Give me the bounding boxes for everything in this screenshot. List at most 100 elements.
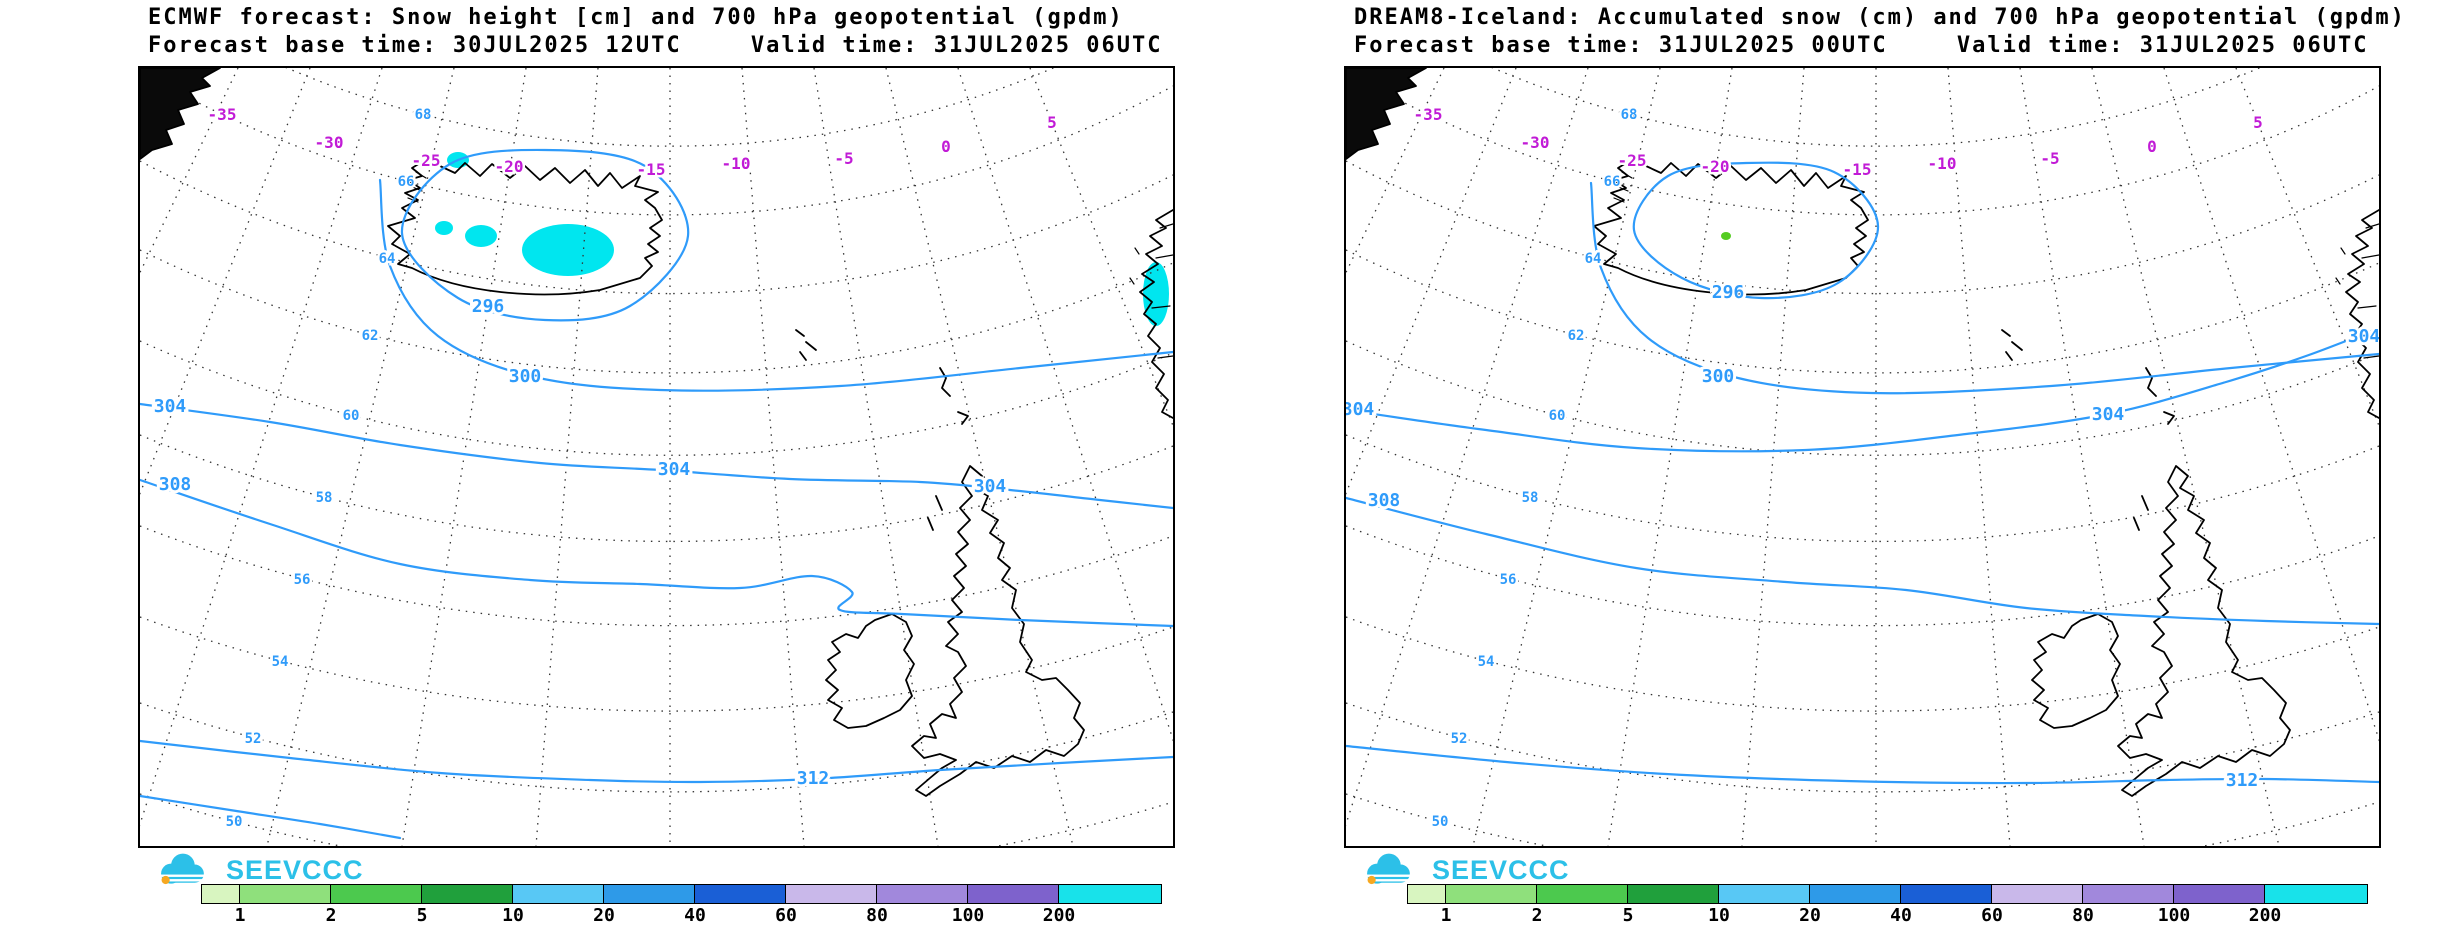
panel-title: ECMWF forecast: Snow height [cm] and 700… <box>148 5 1124 30</box>
map-labels: 296 300 304 304 304 308 312 -35 -30 -25 -20 -15 -10 -… <box>1346 103 2379 833</box>
latitude-label: 64 <box>379 251 396 267</box>
snow-scale: 1 2 5 10 20 40 60 80 100 200 <box>201 884 1162 926</box>
meridian-tick-label: -15 <box>637 160 666 179</box>
map-frame: 296 300 304 304 304 308 312 -35 -30 -25 -20 -15 -10 -… <box>138 66 1175 848</box>
legend-cell <box>2083 885 2174 903</box>
legend-cell <box>877 885 968 903</box>
legend-tick-label: 10 <box>1708 905 1730 926</box>
valid-time: Valid time: 31JUL2025 06UTC <box>750 33 1163 58</box>
geopotential-label-304: 304 <box>2092 404 2125 425</box>
snow-scale-labels: 1 2 5 10 20 40 60 80 100 200 <box>201 905 1162 926</box>
geopotential-label-304: 304 <box>1346 399 1374 420</box>
legend-cell <box>2265 885 2367 903</box>
geopotential-label-312: 312 <box>797 768 830 789</box>
legend-cell <box>240 885 331 903</box>
geopotential-contour-304 <box>140 402 1173 510</box>
meridian-tick-label: -10 <box>1928 154 1957 173</box>
geopotential-label-296: 296 <box>1712 282 1745 303</box>
legend-tick-label: 200 <box>1042 905 1076 926</box>
meridian-tick-label: -35 <box>1414 105 1443 124</box>
latitude-label: 60 <box>343 408 360 424</box>
legend-tick-label: 80 <box>2072 905 2094 926</box>
geopotential-contours <box>1346 161 2379 785</box>
latitude-label: 56 <box>294 572 311 588</box>
geopotential-label-304: 304 <box>974 476 1007 497</box>
latitude-label: 52 <box>245 731 262 747</box>
valid-time: Valid time: 31JUL2025 06UTC <box>1956 33 2369 58</box>
meridian-tick-label: -5 <box>2040 149 2059 168</box>
cloud-icon <box>160 853 206 885</box>
legend-tick-label: 100 <box>2157 905 2191 926</box>
snow-patch <box>1721 232 1731 240</box>
geopotential-contours <box>140 148 1173 840</box>
meridian-tick-label: -10 <box>722 154 751 173</box>
legend-tick-label: 10 <box>502 905 524 926</box>
latitude-label: 50 <box>1432 814 1449 830</box>
snow-patch <box>465 225 497 247</box>
legend-cell <box>422 885 513 903</box>
legend-tick-label: 40 <box>684 905 706 926</box>
weather-map: 296 300 304 304 304 308 312 -35 -30 -25 -20 -15 -10 -… <box>140 68 1173 846</box>
legend-tick-label: 100 <box>951 905 985 926</box>
snow-scale-colorbar <box>1407 884 2368 904</box>
meridian-tick-label: 5 <box>2253 113 2263 132</box>
legend-cell <box>331 885 422 903</box>
latitude-label: 64 <box>1585 251 1602 267</box>
snow-scale-colorbar <box>201 884 1162 904</box>
geopotential-label-296: 296 <box>472 296 505 317</box>
legend-cell <box>968 885 1059 903</box>
geopotential-label-300: 300 <box>1702 366 1735 387</box>
latitude-label: 54 <box>272 654 289 670</box>
forecast-panel-ecmwf: ECMWF forecast: Snow height [cm] and 700… <box>0 0 1220 926</box>
legend-tick-label: 5 <box>1622 905 1634 926</box>
meridian-tick-label: -35 <box>208 105 237 124</box>
legend-cell <box>1901 885 1992 903</box>
meridian-tick-label: -20 <box>495 157 524 176</box>
logo-text: SEEVCCC <box>1432 854 1570 885</box>
meridian-tick-label: -15 <box>1843 160 1872 179</box>
geopotential-contour-minor <box>140 794 402 840</box>
sun-dot-icon <box>161 875 170 885</box>
geopotential-label-308: 308 <box>1368 490 1401 511</box>
meridian-tick-label: -25 <box>1618 151 1647 170</box>
snow-shading <box>435 152 1169 326</box>
legend-cell <box>695 885 786 903</box>
legend-tick-label: 2 <box>325 905 337 926</box>
geopotential-contour-308 <box>140 478 1173 628</box>
seevccc-branding: SEEVCCC <box>146 850 364 890</box>
legend-cell <box>786 885 877 903</box>
latitude-label: 68 <box>1621 107 1638 123</box>
meridian-tick-label: -5 <box>834 149 853 168</box>
legend-cell <box>202 885 240 903</box>
legend-cell <box>1628 885 1719 903</box>
meridian-tick-label: -30 <box>315 133 344 152</box>
forecast-base-time: Forecast base time: 31JUL2025 00UTC <box>1354 33 1888 58</box>
latitude-label: 66 <box>398 174 415 190</box>
sun-dot-icon <box>1367 875 1376 885</box>
geopotential-contour-300 <box>378 178 1173 392</box>
legend-tick-label: 20 <box>593 905 615 926</box>
snow-shading <box>1721 232 1731 240</box>
legend-cell <box>1537 885 1628 903</box>
latitude-label: 58 <box>1522 490 1539 506</box>
meridian-tick-label: -20 <box>1701 157 1730 176</box>
map-labels: 296 300 304 304 304 308 312 -35 -30 -25 -20 -15 -10 -… <box>151 103 1060 833</box>
meridian-tick-label: 5 <box>1047 113 1057 132</box>
latitude-label: 56 <box>1500 572 1517 588</box>
geopotential-contour-296 <box>400 148 690 322</box>
geopotential-label-304: 304 <box>658 459 691 480</box>
legend-tick-label: 40 <box>1890 905 1912 926</box>
geopotential-label-304: 304 <box>2348 326 2379 347</box>
legend-tick-label: 60 <box>1981 905 2003 926</box>
latitude-label: 66 <box>1604 174 1621 190</box>
weather-map: 296 300 304 304 304 308 312 -35 -30 -25 -20 -15 -10 -… <box>1346 68 2379 846</box>
geopotential-contour-308 <box>1346 496 2379 626</box>
legend-tick-label: 200 <box>2248 905 2282 926</box>
meridian-tick-label: 0 <box>2147 137 2157 156</box>
snow-patch <box>522 224 614 276</box>
forecast-panel-dream8: DREAM8-Iceland: Accumulated snow (cm) an… <box>1206 0 2426 926</box>
legend-cell <box>1719 885 1810 903</box>
geopotential-label-304: 304 <box>154 396 187 417</box>
cloud-icon <box>1366 853 1412 885</box>
latitude-label: 58 <box>316 490 333 506</box>
